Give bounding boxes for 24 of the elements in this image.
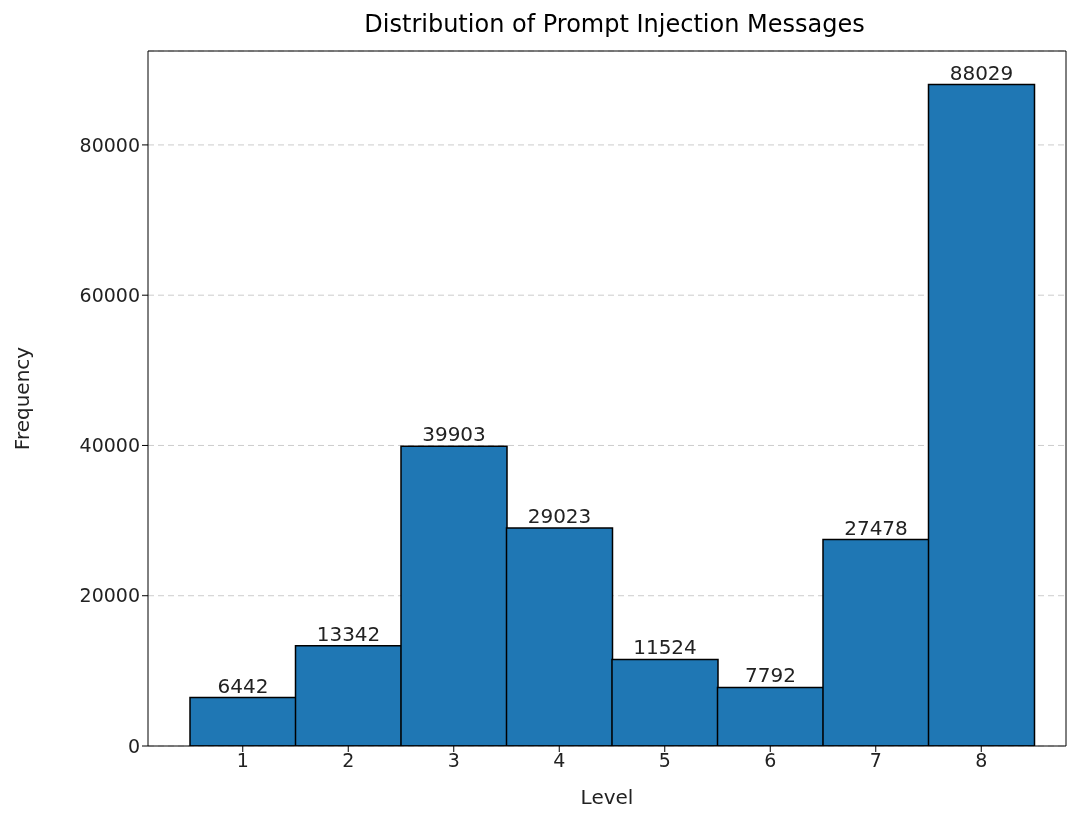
x-tick-label: 3 bbox=[447, 749, 460, 772]
x-tick-label: 8 bbox=[975, 749, 988, 772]
x-axis-title: Level bbox=[580, 785, 634, 809]
y-axis-title: Frequency bbox=[10, 346, 35, 451]
data-label: 29023 bbox=[527, 503, 592, 528]
x-tick-label: 6 bbox=[764, 749, 777, 772]
x-tick-label: 2 bbox=[342, 749, 355, 772]
y-tick-label: 40000 bbox=[79, 434, 140, 457]
y-tick-label: 20000 bbox=[79, 584, 140, 607]
data-label: 39903 bbox=[422, 422, 486, 447]
x-tick-label: 5 bbox=[658, 749, 671, 772]
data-label: 11524 bbox=[633, 635, 697, 660]
x-tick-label: 7 bbox=[869, 749, 882, 772]
y-tick-label: 80000 bbox=[79, 133, 140, 156]
data-label: 7792 bbox=[745, 663, 796, 688]
chart-title: Distribution of Prompt Injection Messages bbox=[363, 9, 866, 40]
x-tick-label: 4 bbox=[553, 749, 566, 772]
data-label: 88029 bbox=[949, 60, 1014, 85]
data-label: 13342 bbox=[316, 621, 381, 646]
data-label: 6442 bbox=[217, 673, 269, 698]
y-tick-label: 60000 bbox=[79, 283, 140, 306]
x-tick-label: 1 bbox=[236, 749, 249, 772]
data-label: 27478 bbox=[844, 515, 908, 540]
y-tick-label: 0 bbox=[127, 734, 140, 757]
